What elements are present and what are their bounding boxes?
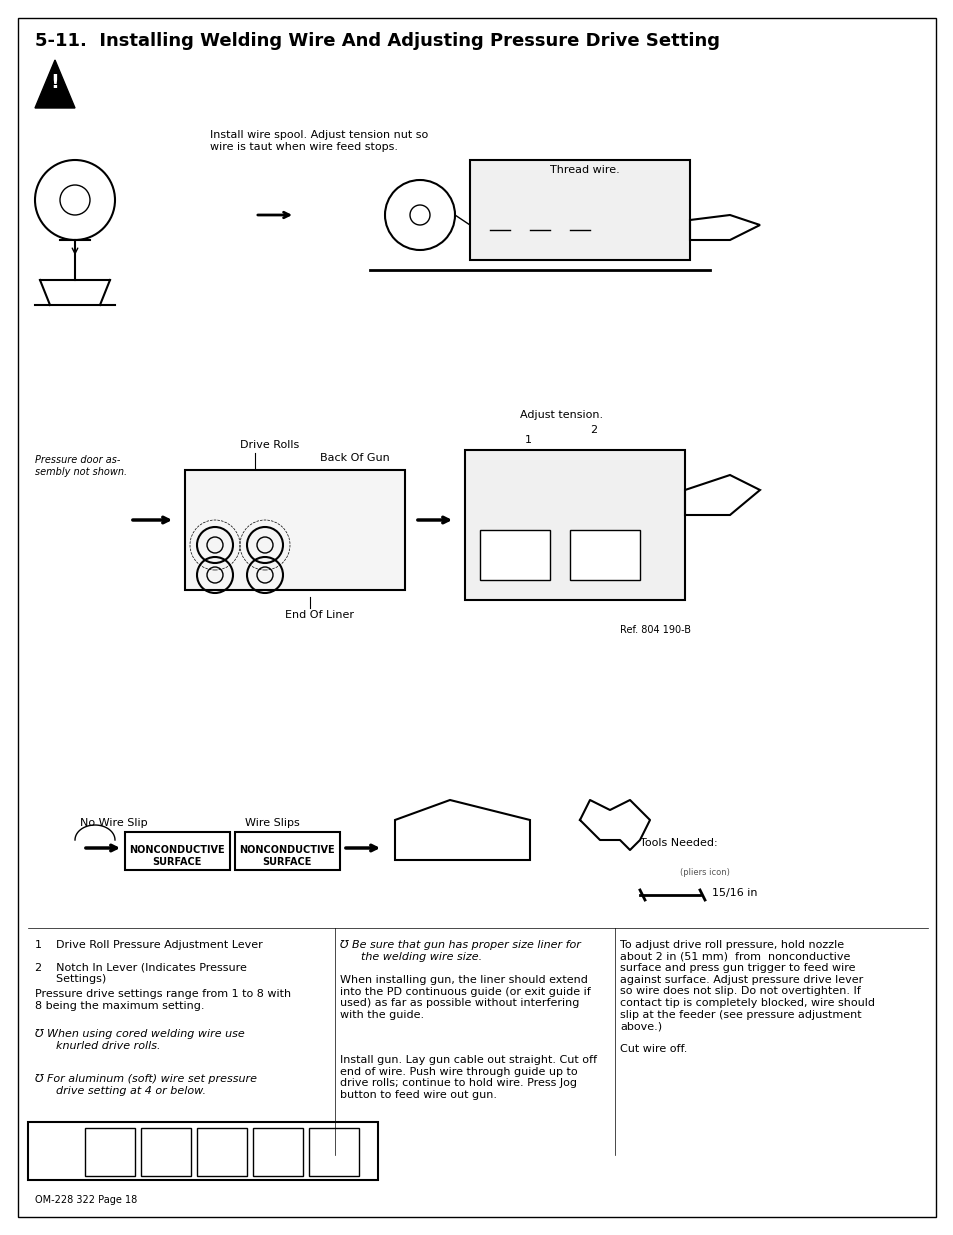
Text: (pliers icon): (pliers icon) xyxy=(679,868,729,877)
Text: Adjust tension.: Adjust tension. xyxy=(519,410,602,420)
Bar xyxy=(28,1123,377,1179)
Text: 2    Notch In Lever (Indicates Pressure
      Settings): 2 Notch In Lever (Indicates Pressure Set… xyxy=(35,962,247,983)
Bar xyxy=(464,450,684,600)
Text: To adjust drive roll pressure, hold nozzle
about 2 in (51 mm)  from  nonconducti: To adjust drive roll pressure, hold nozz… xyxy=(619,940,874,1055)
Bar xyxy=(141,1128,191,1176)
Text: 2: 2 xyxy=(589,425,597,435)
Text: 1    Drive Roll Pressure Adjustment Lever: 1 Drive Roll Pressure Adjustment Lever xyxy=(35,940,262,950)
Text: No Wire Slip: No Wire Slip xyxy=(80,818,148,827)
Bar xyxy=(479,530,550,580)
Bar xyxy=(85,1128,135,1176)
Text: 15/16 in: 15/16 in xyxy=(711,888,757,898)
Text: OM-228 322 Page 18: OM-228 322 Page 18 xyxy=(35,1195,137,1205)
Text: 5-11.  Installing Welding Wire And Adjusting Pressure Drive Setting: 5-11. Installing Welding Wire And Adjust… xyxy=(35,32,720,49)
Text: Pressure door as-
sembly not shown.: Pressure door as- sembly not shown. xyxy=(35,454,127,477)
Bar xyxy=(185,471,405,590)
Text: ℧ For aluminum (soft) wire set pressure
      drive setting at 4 or below.: ℧ For aluminum (soft) wire set pressure … xyxy=(35,1074,256,1095)
Text: Install wire spool. Adjust tension nut so
wire is taut when wire feed stops.: Install wire spool. Adjust tension nut s… xyxy=(210,130,428,152)
Text: Thread wire.: Thread wire. xyxy=(550,165,619,175)
Text: End Of Liner: End Of Liner xyxy=(285,610,354,620)
Bar xyxy=(196,1128,247,1176)
Text: 1: 1 xyxy=(524,435,532,445)
Text: ℧ When using cored welding wire use
      knurled drive rolls.: ℧ When using cored welding wire use knur… xyxy=(35,1029,245,1051)
Bar xyxy=(470,161,689,261)
Text: Tools Needed:: Tools Needed: xyxy=(639,839,717,848)
Bar xyxy=(253,1128,303,1176)
Text: Drive Rolls: Drive Rolls xyxy=(240,440,299,450)
Polygon shape xyxy=(35,61,75,107)
Text: When installing gun, the liner should extend
into the PD continuous guide (or ex: When installing gun, the liner should ex… xyxy=(339,974,590,1020)
Text: Wire Slips: Wire Slips xyxy=(245,818,299,827)
Text: Pressure drive settings range from 1 to 8 with
8 being the maximum setting.: Pressure drive settings range from 1 to … xyxy=(35,989,291,1010)
Text: !: ! xyxy=(51,73,59,91)
Bar xyxy=(125,832,230,869)
Bar xyxy=(234,832,339,869)
Text: Install gun. Lay gun cable out straight. Cut off
end of wire. Push wire through : Install gun. Lay gun cable out straight.… xyxy=(339,1055,597,1100)
Text: NONCONDUCTIVE
SURFACE: NONCONDUCTIVE SURFACE xyxy=(129,845,225,867)
Text: ℧ Be sure that gun has proper size liner for
      the welding wire size.: ℧ Be sure that gun has proper size liner… xyxy=(339,940,580,962)
Text: Back Of Gun: Back Of Gun xyxy=(319,453,390,463)
Text: Ref. 804 190-B: Ref. 804 190-B xyxy=(619,625,690,635)
Bar xyxy=(309,1128,358,1176)
Bar xyxy=(569,530,639,580)
Text: NONCONDUCTIVE
SURFACE: NONCONDUCTIVE SURFACE xyxy=(239,845,335,867)
